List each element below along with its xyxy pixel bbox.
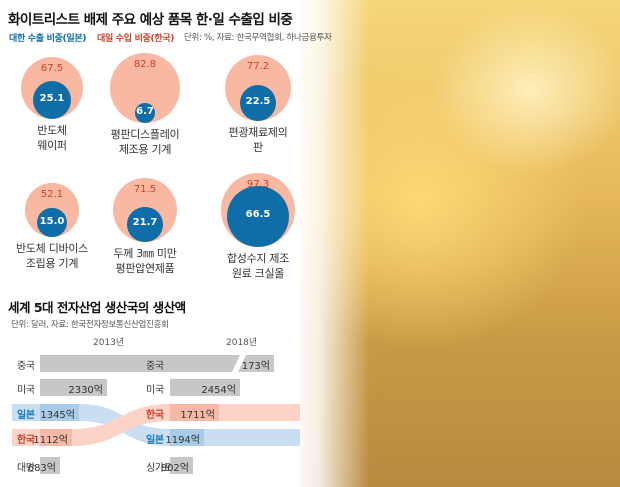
production-bar: 2454억 [170, 379, 240, 396]
bar-source: 단위: 달러, 자료: 한국전자정보통신산업진흥회 [11, 320, 169, 330]
value-japan: 21.7 [132, 217, 158, 229]
value-korea: 97.3 [246, 178, 270, 190]
bubble-japan [227, 185, 289, 248]
bubble-japan [135, 102, 155, 123]
country-label: 중국 [17, 361, 35, 372]
value-japan: 25.1 [39, 93, 65, 105]
bar-value: 1112억 [33, 435, 68, 446]
bubble-label-line2: 판 [253, 141, 263, 155]
bubble-label: 반도체 웨이퍼 [0, 123, 107, 153]
bar-value: 683억 [27, 463, 56, 474]
korea-flow-band [72, 404, 170, 446]
bar-chart-title: 세계 5대 전자산업 생산국의 생산액 [8, 300, 186, 315]
bubble-label-line1: 반도체 [37, 124, 67, 138]
bar-value: 1711억 [180, 410, 215, 421]
country-label: 한국 [146, 410, 164, 421]
legend-korea: 대일 수입 비중(한국) [97, 34, 175, 44]
value-japan: 66.5 [245, 209, 271, 221]
bar-value: 2454억 [201, 385, 236, 396]
country-label: 미국 [146, 385, 164, 396]
bubble-label-line1: 반도체 디바이스 [16, 242, 88, 256]
bubble-label: 평판디스플레이 제조용 기계 [90, 127, 200, 157]
country-label: 대만 [17, 463, 35, 474]
country-label: 한국 [17, 435, 35, 446]
value-korea: 77.2 [246, 60, 270, 72]
production-bar: 683억 [28, 457, 60, 474]
bubble-source: 단위: %, 자료: 한국무역협회, 하나금융투자 [184, 33, 332, 43]
year-2018: 2018년 [226, 338, 258, 348]
value-korea: 52.1 [40, 188, 64, 200]
production-bar: 2330억 [40, 379, 107, 396]
bubble-label-line1: 합성수지 제조 [226, 252, 290, 266]
bubble-label-line1: 두께 3㎜ 미만 [113, 247, 177, 261]
value-japan: 15.0 [39, 215, 65, 227]
bar-value: 2330억 [68, 385, 103, 396]
value-japan: 6.7 [136, 105, 154, 117]
bubble-label-line1: 편광재료제의 [228, 126, 288, 140]
bubble-chart-title: 화이트리스트 배제 주요 예상 품목 한·일 수출입 비중 [8, 12, 293, 28]
country-label: 중국 [146, 361, 164, 372]
value-korea: 82.8 [133, 59, 157, 71]
bubble-label: 두께 3㎜ 미만 평판압연제품 [90, 246, 200, 276]
bar-value: 1194억 [165, 435, 200, 446]
bar-value: 802억 [160, 463, 189, 474]
value-korea: 67.5 [40, 62, 64, 74]
production-bar: 1194억 [165, 429, 204, 446]
country-label: 일본 [17, 410, 35, 421]
value-korea: 71.5 [133, 183, 157, 195]
bubble-japan [37, 207, 67, 238]
bubble-label: 반도체 디바이스 조립용 기계 [0, 241, 107, 271]
value-japan: 22.5 [245, 96, 271, 108]
country-label: 일본 [146, 435, 164, 446]
bubble-japan [32, 81, 72, 120]
bubble-label-line2: 평판압연제품 [115, 262, 175, 276]
bubble-label-line1: 평판디스플레이 [110, 127, 180, 141]
bubble-japan [239, 85, 277, 122]
bubble-label-line2: 원료 크실올 [231, 267, 285, 281]
production-bar: 7173억 [170, 355, 274, 372]
production-bar: 1112억 [33, 429, 72, 446]
production-bar: 802억 [161, 457, 193, 474]
bubble-label: 합성수지 제조 원료 크실올 [203, 251, 313, 281]
bubble-label-line2: 조립용 기계 [25, 257, 79, 271]
korea-lead-band [12, 429, 40, 446]
bar-value: 7173억 [235, 361, 270, 372]
production-bar: 1711억 [170, 404, 219, 421]
japan-lead-band [12, 404, 40, 421]
bar-value: 1345억 [40, 410, 75, 421]
bubble-japan [127, 206, 163, 243]
photo-fade [290, 0, 370, 487]
year-2013: 2013년 [93, 338, 125, 348]
bubble-label-line2: 웨이퍼 [37, 139, 67, 153]
country-label: 미국 [17, 385, 35, 396]
bubble-label: 편광재료제의 판 [203, 125, 313, 155]
country-label: 싱가포르 [146, 463, 182, 474]
legend-japan: 대한 수출 비중(일본) [9, 34, 87, 44]
production-bar: 1345억 [40, 404, 79, 421]
bubble-label-line2: 제조용 기계 [118, 142, 172, 156]
